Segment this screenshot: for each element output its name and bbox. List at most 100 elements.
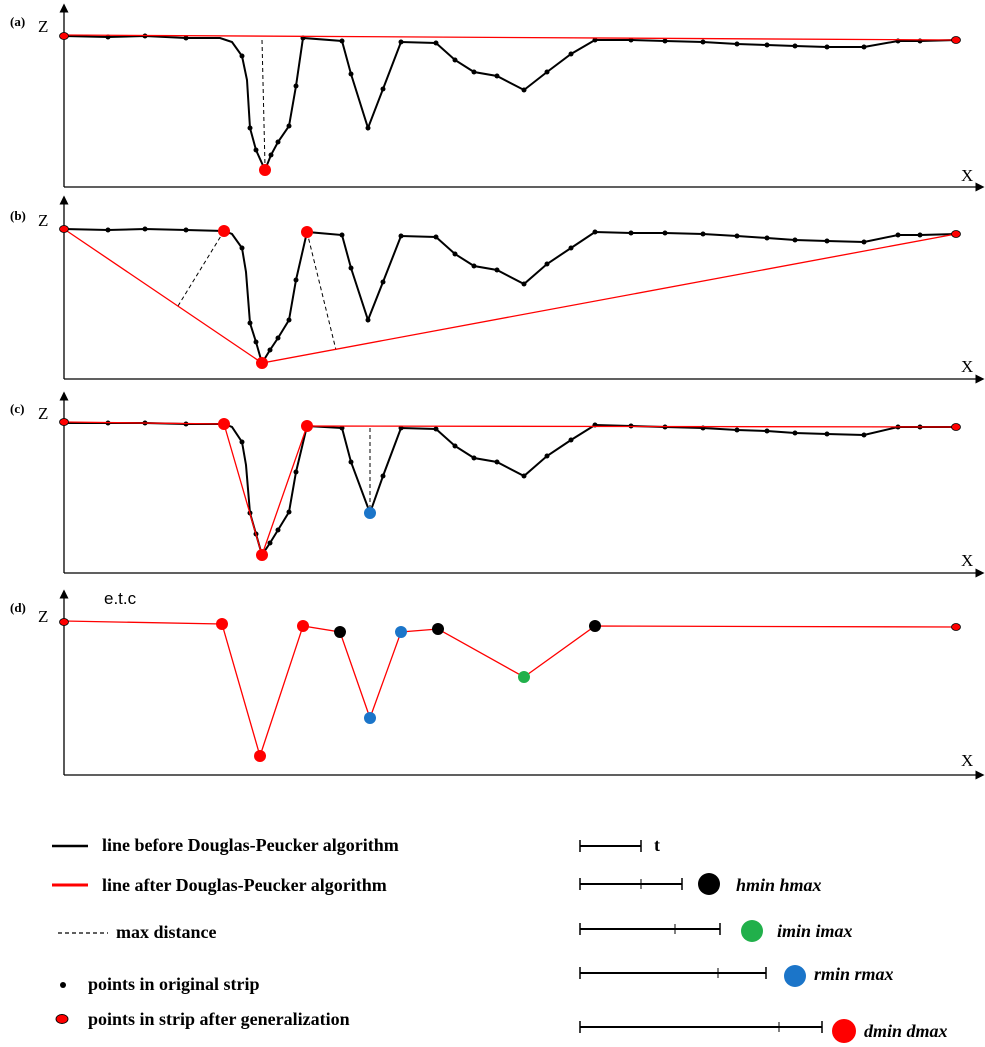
max-distance-line: [177, 230, 225, 307]
max-distance-line: [261, 39, 266, 167]
original-point: [544, 69, 550, 75]
panel-b: (b) Z X: [10, 195, 985, 384]
original-point: [792, 430, 798, 436]
scale-d-label: dmin dmax: [864, 1021, 948, 1041]
panel-c-z-label: Z: [38, 404, 48, 423]
original-point: [568, 437, 574, 443]
original-point: [398, 233, 404, 239]
original-point: [764, 42, 770, 48]
original-point: [268, 152, 274, 158]
original-point: [293, 469, 299, 475]
original-point: [452, 251, 458, 257]
original-point: [700, 231, 706, 237]
original-point: [452, 57, 458, 63]
max-distance-point: [218, 225, 230, 237]
original-point: [521, 281, 527, 287]
original-point: [494, 459, 500, 465]
original-point: [142, 226, 148, 232]
generalized-point: [256, 549, 268, 561]
panel-b-x-label: X: [961, 357, 973, 376]
original-point: [628, 230, 634, 236]
threshold-legend: t hmin hmax imin imax rmin rmax: [579, 835, 948, 1043]
original-point: [183, 227, 189, 233]
original-point: [521, 87, 527, 93]
legend-gen-marker: [55, 1014, 69, 1024]
h-legend-marker: [698, 873, 720, 895]
original-point: [764, 428, 770, 434]
original-point: [734, 427, 740, 433]
original-point: [253, 339, 259, 345]
d-point: [254, 750, 266, 762]
original-point: [471, 263, 477, 269]
original-point: [734, 41, 740, 47]
original-point: [471, 69, 477, 75]
original-point: [380, 86, 386, 92]
max-distance-point: [259, 164, 271, 176]
scale-d: dmin dmax: [579, 1019, 948, 1043]
original-point: [734, 233, 740, 239]
endpoint-marker: [951, 230, 961, 238]
scale-h-label: hmin hmax: [736, 875, 822, 895]
original-point: [792, 43, 798, 49]
endpoint-marker: [59, 32, 69, 40]
original-point: [568, 245, 574, 251]
legend-gen-label: points in strip after generalization: [88, 1009, 350, 1029]
original-point: [247, 125, 253, 131]
original-point: [824, 431, 830, 437]
legend-before-label: line before Douglas-Peucker algorithm: [102, 835, 399, 855]
original-point: [398, 39, 404, 45]
i-legend-marker: [741, 920, 763, 942]
original-points: [105, 420, 923, 546]
original-point: [239, 439, 245, 445]
original-points: [105, 33, 923, 158]
original-point: [183, 35, 189, 41]
scale-h: hmin hmax: [579, 873, 822, 895]
legend-after-label: line after Douglas-Peucker algorithm: [102, 875, 387, 895]
generalized-point: [256, 357, 268, 369]
panel-d-label: (d): [10, 600, 26, 615]
etc-label: e.t.c: [104, 589, 137, 608]
original-point: [471, 455, 477, 461]
original-point: [861, 239, 867, 245]
generalized-point: [301, 420, 313, 432]
original-point: [365, 317, 371, 323]
original-point: [275, 527, 281, 533]
original-line: [64, 422, 957, 558]
r-point: [364, 712, 376, 724]
scale-t: t: [579, 835, 660, 855]
original-point: [764, 235, 770, 241]
original-point: [380, 279, 386, 285]
original-point: [494, 267, 500, 273]
original-point: [662, 230, 668, 236]
d-legend-marker: [832, 1019, 856, 1043]
scale-r: rmin rmax: [579, 964, 894, 987]
original-point: [348, 265, 354, 271]
original-point: [917, 232, 923, 238]
original-point: [380, 473, 386, 479]
original-line: [63, 227, 958, 366]
scale-i: imin imax: [579, 920, 853, 942]
original-point: [365, 125, 371, 131]
h-point: [432, 623, 444, 635]
panel-b-label: (b): [10, 208, 26, 223]
scale-i-label: imin imax: [777, 921, 853, 941]
h-point: [589, 620, 601, 632]
panel-a: (a) Z X: [10, 3, 985, 192]
original-point: [348, 71, 354, 77]
original-point: [494, 73, 500, 79]
legend: line before Douglas-Peucker algorithm li…: [52, 835, 399, 1029]
original-point: [286, 123, 292, 129]
endpoint-marker: [951, 36, 961, 44]
original-point: [861, 432, 867, 438]
endpoint-marker: [59, 618, 69, 626]
original-point: [293, 277, 299, 283]
i-point: [518, 671, 530, 683]
r-point: [395, 626, 407, 638]
original-point: [339, 38, 345, 44]
max-distance-point: [364, 507, 376, 519]
original-point: [286, 317, 292, 323]
original-points: [105, 226, 923, 353]
panel-b-z-label: Z: [38, 211, 48, 230]
max-distance-point: [301, 226, 313, 238]
